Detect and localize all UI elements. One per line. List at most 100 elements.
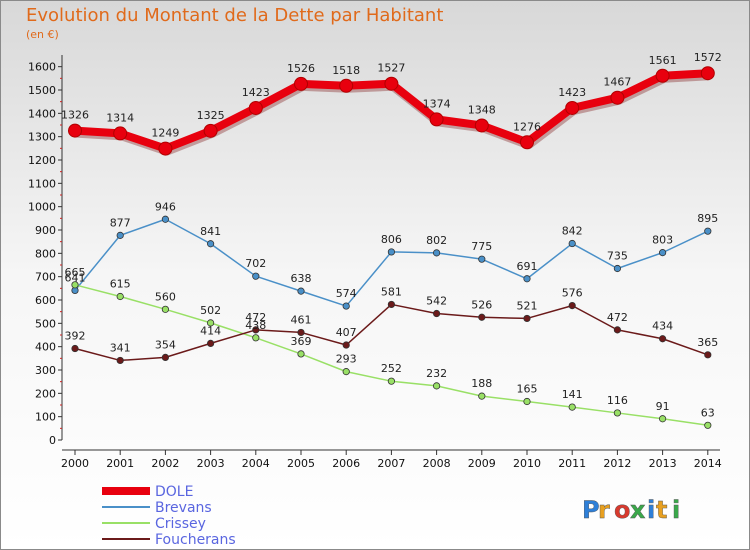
data-point-crissey xyxy=(161,305,169,313)
x-tick-label: 2005 xyxy=(287,457,315,470)
data-point-crissey xyxy=(387,377,395,385)
data-point-dole xyxy=(384,76,399,91)
data-point-foucherans xyxy=(116,356,124,365)
data-label-brevans: 802 xyxy=(426,234,447,247)
data-label-brevans: 841 xyxy=(200,225,221,238)
data-label-dole: 1249 xyxy=(151,127,179,140)
data-label-foucherans: 472 xyxy=(245,311,266,324)
data-point-brevans xyxy=(297,287,305,295)
y-tick-label: 1300 xyxy=(28,131,56,144)
data-label-dole: 1561 xyxy=(649,54,677,67)
legend-label-crissey: Crissey xyxy=(155,516,206,532)
data-point-brevans xyxy=(252,272,260,280)
data-point-foucherans xyxy=(478,313,486,321)
data-label-crissey: 165 xyxy=(517,383,538,396)
data-point-dole xyxy=(158,141,173,156)
data-label-crissey: 665 xyxy=(65,266,86,279)
watermark-letter: r xyxy=(598,496,610,524)
data-label-crissey: 141 xyxy=(562,388,583,401)
y-tick-label: 1000 xyxy=(28,201,56,214)
data-label-crissey: 438 xyxy=(245,319,266,332)
x-tick-label: 2008 xyxy=(423,457,451,470)
data-label-foucherans: 414 xyxy=(200,324,221,337)
data-point-crissey xyxy=(613,409,622,417)
data-label-dole: 1526 xyxy=(287,62,315,75)
data-label-brevans: 842 xyxy=(562,225,583,238)
data-point-brevans xyxy=(658,249,667,257)
data-label-dole: 1423 xyxy=(558,86,586,99)
data-label-brevans: 803 xyxy=(652,234,673,247)
data-point-dole xyxy=(655,68,670,83)
data-point-crissey xyxy=(568,403,576,411)
data-point-foucherans xyxy=(71,344,79,353)
chart-title: Evolution du Montant de la Dette par Hab… xyxy=(26,5,443,26)
data-label-crissey: 252 xyxy=(381,362,402,375)
data-point-brevans xyxy=(704,227,712,235)
watermark-logo: Pr o x i t i xyxy=(582,496,681,524)
data-label-foucherans: 354 xyxy=(155,338,176,351)
data-label-dole: 1572 xyxy=(694,51,722,64)
data-label-foucherans: 461 xyxy=(291,313,312,326)
data-point-dole xyxy=(520,135,534,150)
data-label-dole: 1518 xyxy=(332,64,360,77)
data-point-crissey xyxy=(432,382,441,390)
y-tick-label: 600 xyxy=(35,294,56,307)
legend-label-foucherans: Foucherans xyxy=(155,532,236,548)
x-tick-label: 2009 xyxy=(468,457,496,470)
data-point-dole xyxy=(248,100,263,115)
y-tick-label: 100 xyxy=(35,411,56,424)
data-point-crissey xyxy=(71,281,79,289)
data-point-brevans xyxy=(342,302,350,310)
watermark-letter: x xyxy=(630,496,646,524)
y-tick-label: 200 xyxy=(35,387,56,400)
data-point-foucherans xyxy=(252,326,260,334)
data-point-dole xyxy=(294,76,308,91)
data-point-brevans xyxy=(613,264,622,273)
data-point-brevans xyxy=(568,239,576,248)
data-label-foucherans: 542 xyxy=(426,295,447,308)
data-label-dole: 1326 xyxy=(61,109,89,122)
data-label-dole: 1374 xyxy=(423,97,451,110)
data-point-brevans xyxy=(478,255,486,263)
data-point-crissey xyxy=(478,392,486,400)
watermark-letter: P xyxy=(582,496,600,524)
data-label-foucherans: 472 xyxy=(607,311,628,324)
data-label-foucherans: 341 xyxy=(110,341,131,354)
data-point-brevans xyxy=(432,249,441,257)
data-label-crissey: 232 xyxy=(426,367,447,380)
data-point-foucherans xyxy=(207,339,215,347)
data-point-foucherans xyxy=(658,335,667,343)
data-label-brevans: 638 xyxy=(291,272,312,285)
data-point-dole xyxy=(700,66,715,81)
data-labels: 1326 1314 1249 1325 1423 1526 1518 1527 1374 1348… xyxy=(61,51,722,419)
watermark-letter: t xyxy=(656,496,667,524)
data-label-crissey: 369 xyxy=(291,335,312,348)
data-label-crissey: 293 xyxy=(336,353,357,366)
data-point-brevans xyxy=(523,275,531,283)
data-point-dole xyxy=(429,112,444,127)
x-tick-label: 2012 xyxy=(603,457,631,470)
legend-label-dole: DOLE xyxy=(155,484,193,500)
data-label-brevans: 702 xyxy=(245,257,266,270)
data-point-crissey xyxy=(523,397,531,406)
data-point-dole xyxy=(203,123,218,138)
y-tick-label: 800 xyxy=(35,247,56,260)
data-label-foucherans: 581 xyxy=(381,285,402,298)
data-point-foucherans xyxy=(432,309,441,318)
data-label-foucherans: 407 xyxy=(336,326,357,339)
x-tick-label: 2011 xyxy=(558,457,586,470)
data-label-dole: 1276 xyxy=(513,120,541,133)
data-label-brevans: 895 xyxy=(697,212,718,225)
data-point-dole xyxy=(610,90,625,105)
y-tick-label: 300 xyxy=(35,364,56,377)
y-tick-label: 400 xyxy=(35,341,56,354)
data-point-foucherans xyxy=(161,353,169,361)
data-label-foucherans: 392 xyxy=(65,330,86,343)
data-label-brevans: 946 xyxy=(155,200,176,213)
data-label-brevans: 877 xyxy=(110,216,131,229)
data-point-crissey xyxy=(658,415,667,423)
data-label-foucherans: 434 xyxy=(652,320,673,333)
watermark-letter: i xyxy=(672,496,680,524)
